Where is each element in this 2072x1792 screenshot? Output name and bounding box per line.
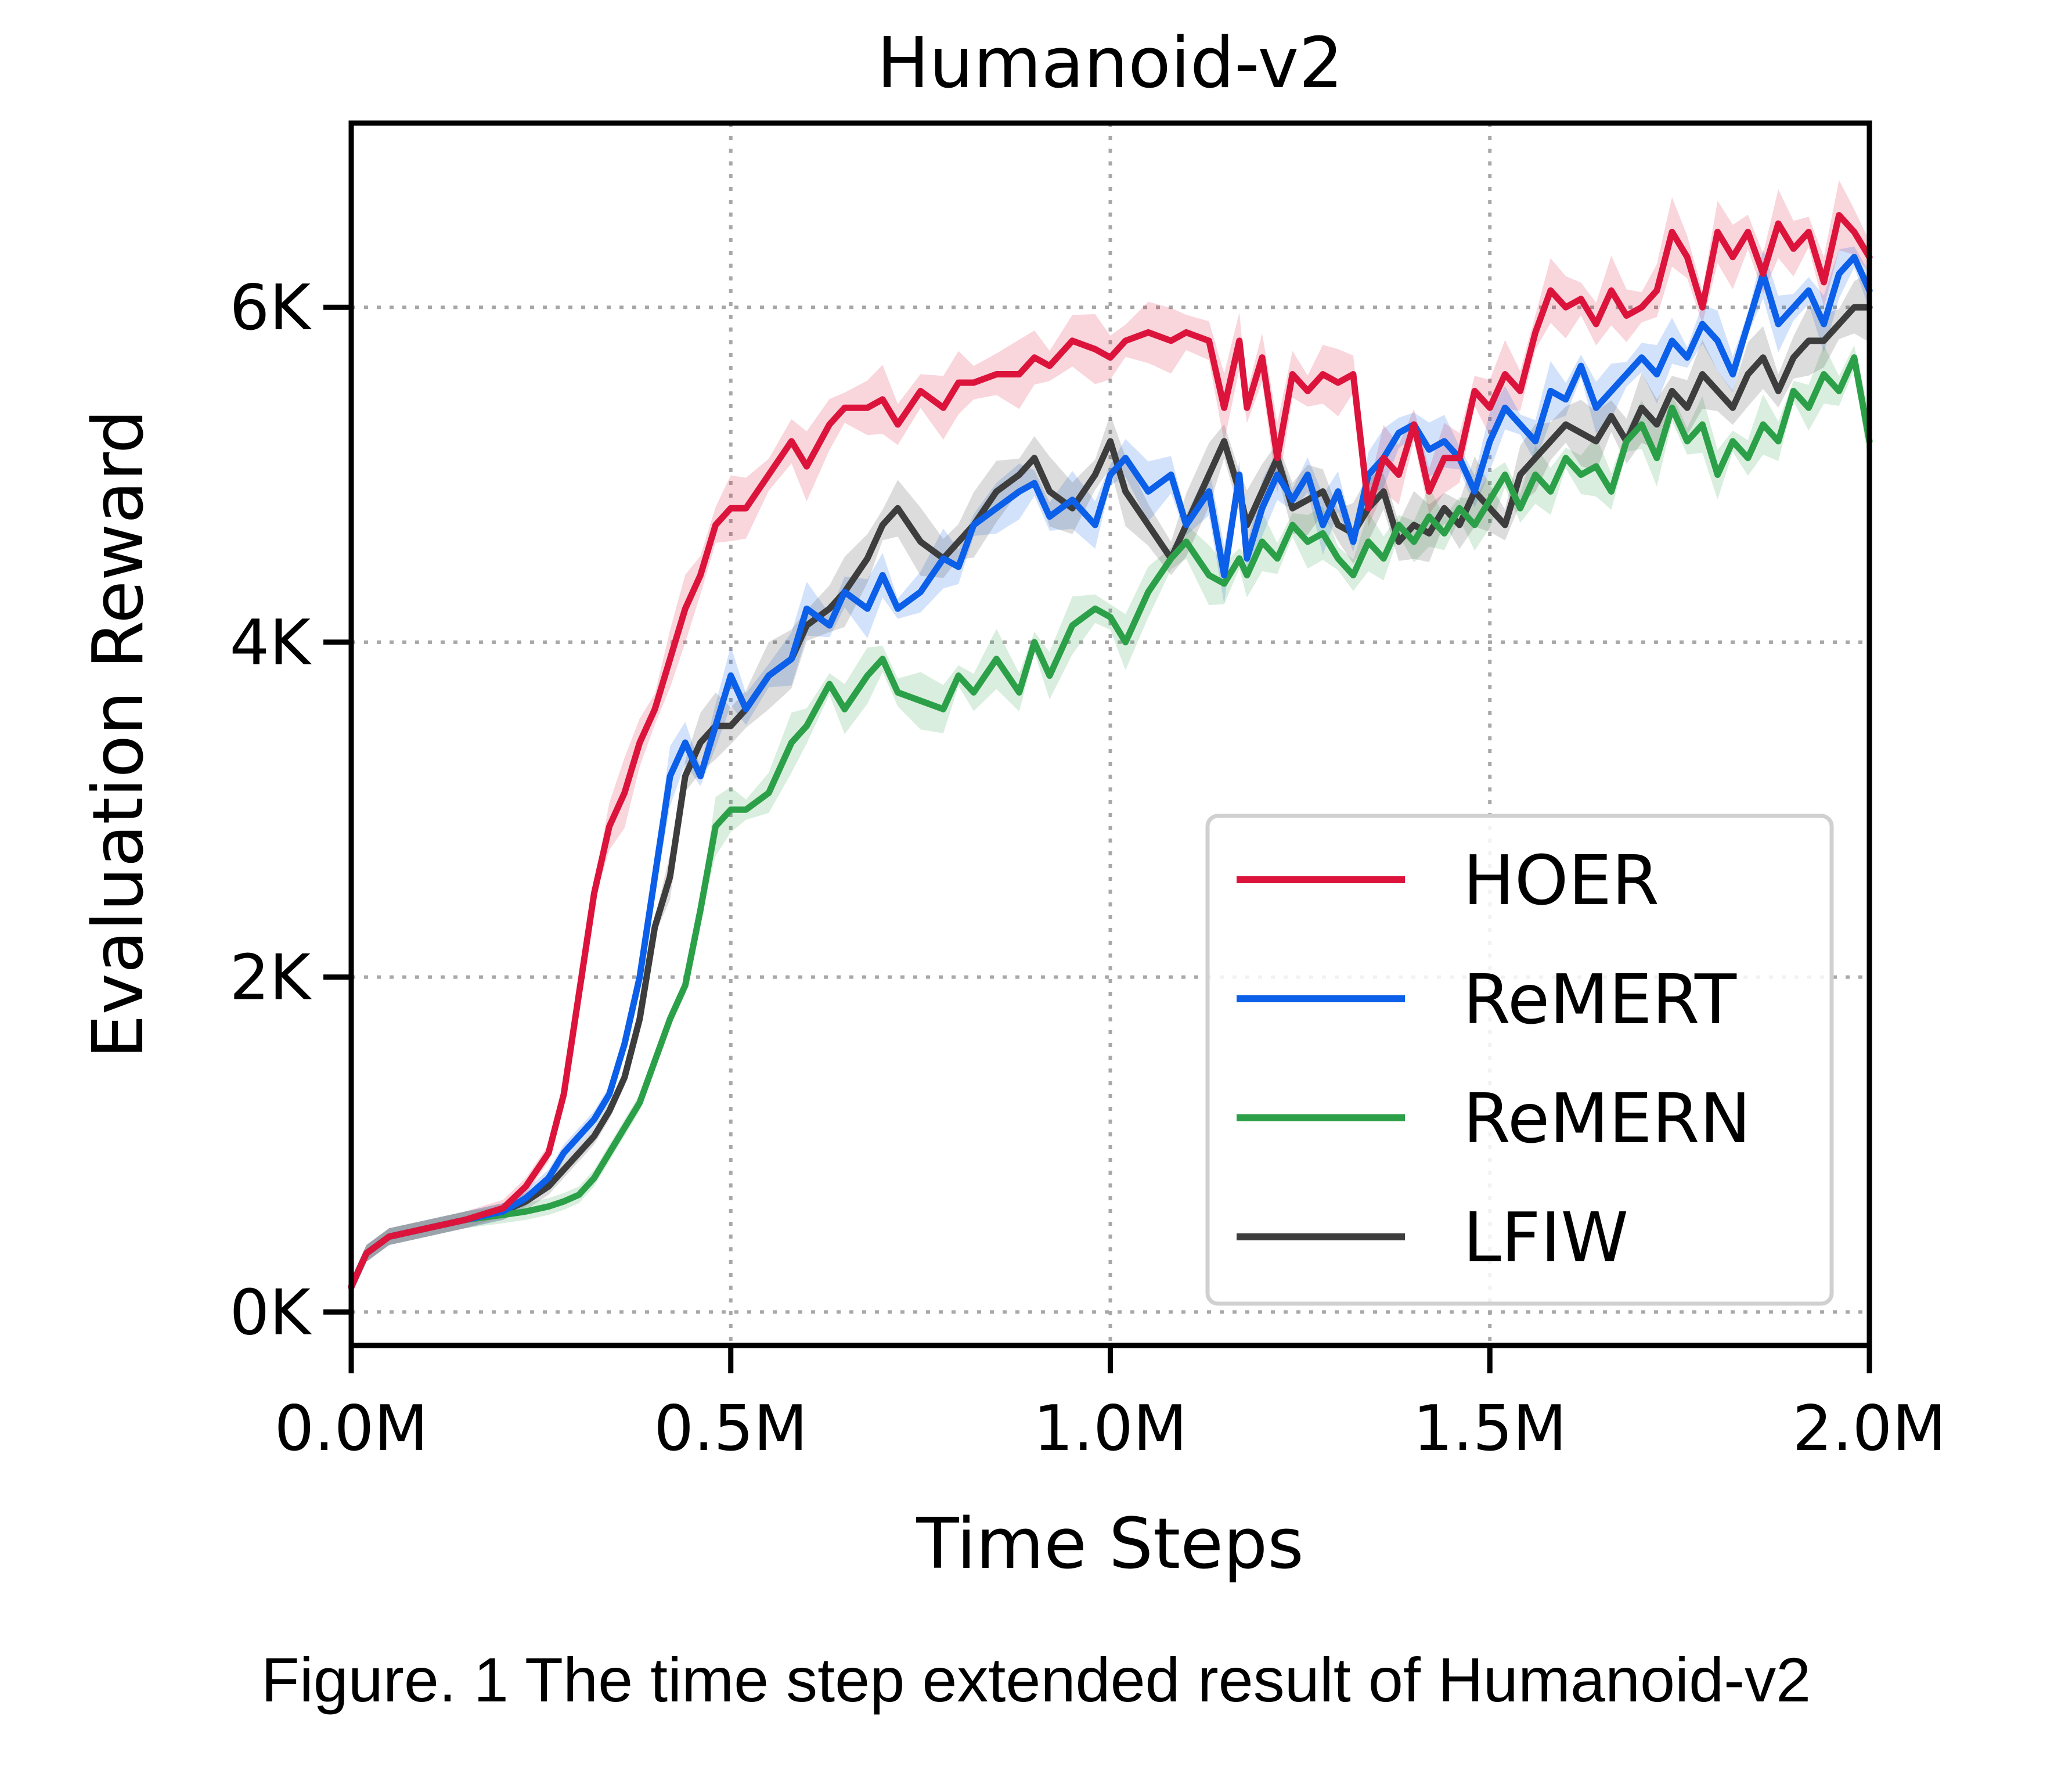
x-tick-label: 0.5M <box>654 1392 808 1465</box>
legend-box <box>1205 814 1834 1306</box>
y-tick-label: 6K <box>229 272 312 344</box>
band-lfiw <box>351 272 1869 1296</box>
legend-label-remern: ReMERN <box>1463 1078 1751 1158</box>
y-tick-label: 2K <box>229 942 312 1014</box>
figure-caption: Figure. 1 The time step extended result … <box>261 1645 1811 1715</box>
confidence-bands <box>351 180 1869 1296</box>
y-tick-label: 4K <box>229 607 312 679</box>
x-tick-label: 1.0M <box>1033 1392 1187 1465</box>
y-tick-label: 0K <box>229 1276 312 1349</box>
series-lines <box>348 212 1873 1290</box>
series-line-hoer <box>348 212 1873 1290</box>
series-line-remert <box>348 254 1873 1290</box>
y-axis-label: Evaluation Reward <box>78 409 159 1059</box>
chart: 0.0M 0.5M 1.0M 1.5M 2.0M 0K 2K 4K 6K Humanoid-v2… <box>78 23 1946 1585</box>
legend: HOER ReMERT ReMERN LFIW <box>1205 814 1834 1306</box>
x-tick-label: 1.5M <box>1413 1392 1567 1465</box>
x-axis-label: Time Steps <box>916 1504 1304 1585</box>
legend-label-lfiw: LFIW <box>1463 1197 1628 1278</box>
x-tick-label: 0.0M <box>275 1392 428 1465</box>
band-remert <box>351 246 1869 1296</box>
chart-title: Humanoid-v2 <box>877 23 1343 104</box>
axis-ticks: 0.0M 0.5M 1.0M 1.5M 2.0M 0K 2K 4K 6K <box>229 272 1946 1465</box>
series-line-lfiw <box>348 304 1873 1290</box>
legend-label-remert: ReMERT <box>1463 959 1737 1039</box>
series-line-remern <box>348 354 1873 1290</box>
x-tick-label: 2.0M <box>1793 1392 1947 1465</box>
legend-label-hoer: HOER <box>1463 840 1659 920</box>
